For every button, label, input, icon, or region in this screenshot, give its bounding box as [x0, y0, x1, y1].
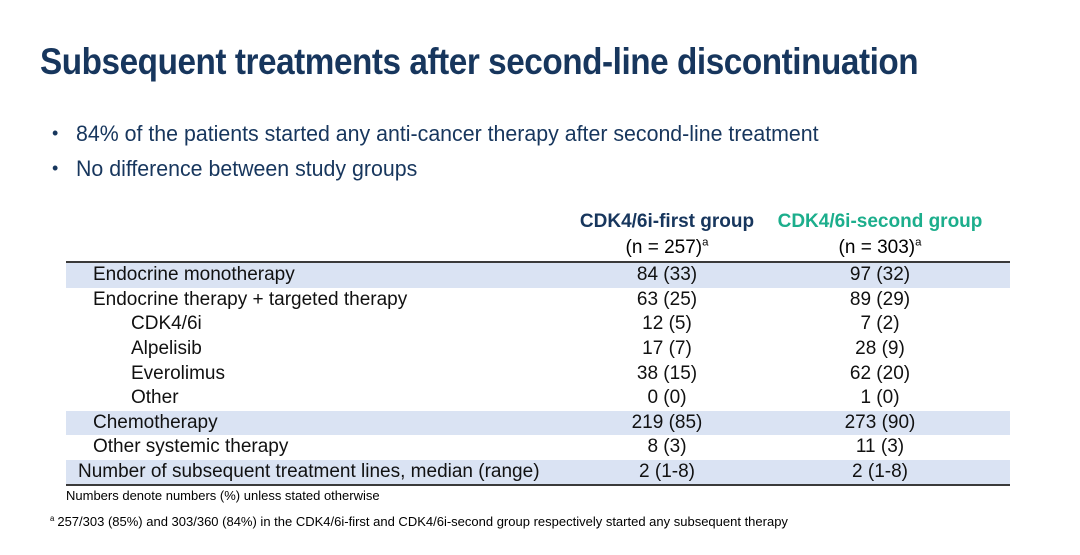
row-value-first-group: 84 (33) [636, 264, 698, 286]
row-value-second-group: 97 (32) [849, 264, 911, 286]
row-value-second-group: 7 (2) [860, 313, 900, 335]
row-value-second-group: 2 (1-8) [852, 461, 908, 483]
table-row: Other 0 (0) 1 (0) [66, 386, 1010, 411]
row-value-first-group: 12 (5) [642, 313, 692, 335]
subsequent-treatments-table: CDK4/6i-first group CDK4/6i-second group… [66, 208, 1010, 487]
row-value-second-group: 273 (90) [844, 411, 916, 433]
bullet-item: • No difference between study groups [52, 155, 842, 182]
n-value: (n = 303) [838, 237, 916, 258]
bullet-list: • 84% of the patients started any anti-c… [52, 120, 842, 190]
table-header-n: (n = 257)a (n = 303)a [66, 235, 1010, 261]
row-label: Number of subsequent treatment lines, me… [78, 461, 540, 483]
row-value-first-group: 8 (3) [647, 436, 687, 458]
row-value-first-group: 0 (0) [647, 387, 687, 409]
bullet-dot-icon: • [52, 123, 59, 143]
row-label: Endocrine monotherapy [93, 264, 295, 286]
table-row: Everolimus 38 (15) 62 (20) [66, 361, 1010, 386]
bullet-text: 84% of the patients started any anti-can… [76, 121, 819, 146]
row-value-second-group: 62 (20) [849, 362, 911, 384]
footnote-marker: a [702, 236, 709, 249]
row-value-first-group: 219 (85) [631, 411, 703, 433]
footnote-marker: a [915, 236, 922, 249]
row-value-first-group: 17 (7) [642, 338, 692, 360]
row-label: Chemotherapy [93, 411, 218, 433]
table-body: Endocrine monotherapy 84 (33) 97 (32) Endoc… [66, 261, 1010, 487]
header-first-group: CDK4/6i-first group [579, 210, 755, 232]
footnote-a-text: 257/303 (85%) and 303/360 (84%) in the C… [57, 514, 788, 529]
n-value: (n = 257) [625, 237, 703, 258]
table-row: Number of subsequent treatment lines, me… [66, 459, 1010, 485]
table-row: Endocrine therapy + targeted therapy 63 (… [66, 288, 1010, 313]
row-label: Endocrine therapy + targeted therapy [93, 288, 408, 310]
row-label: Alpelisib [131, 338, 202, 360]
bullet-item: • 84% of the patients started any anti-c… [52, 120, 842, 147]
page-title: Subsequent treatments after second-line … [40, 40, 919, 82]
row-label: Everolimus [131, 362, 225, 384]
table-row: Endocrine monotherapy 84 (33) 97 (32) [66, 263, 1010, 288]
row-value-first-group: 38 (15) [636, 362, 698, 384]
table-header-groups: CDK4/6i-first group CDK4/6i-second group [66, 208, 1010, 235]
table-row: Alpelisib 17 (7) 28 (9) [66, 337, 1010, 362]
row-value-second-group: 28 (9) [855, 338, 905, 360]
footnote-a: a 257/303 (85%) and 303/360 (84%) in the … [50, 514, 788, 529]
row-value-second-group: 89 (29) [849, 288, 911, 310]
row-label: Other [131, 387, 179, 409]
row-label: CDK4/6i [131, 313, 202, 335]
table-row: CDK4/6i 12 (5) 7 (2) [66, 312, 1010, 337]
bullet-text: No difference between study groups [76, 156, 418, 181]
footnote-marker: a [50, 513, 55, 523]
table-row: Other systemic therapy 8 (3) 11 (3) [66, 435, 1010, 460]
footnote-general: Numbers denote numbers (%) unless stated… [66, 488, 380, 503]
row-value-second-group: 11 (3) [855, 436, 905, 458]
table-row: Chemotherapy 219 (85) 273 (90) [66, 410, 1010, 436]
bullet-dot-icon: • [52, 158, 59, 178]
row-value-first-group: 2 (1-8) [639, 461, 695, 483]
header-second-group: CDK4/6i-second group [777, 210, 983, 232]
row-value-second-group: 1 (0) [860, 387, 900, 409]
row-label: Other systemic therapy [93, 436, 289, 458]
header-second-group-n: (n = 303)a [776, 237, 1010, 259]
header-first-group-n: (n = 257)a [558, 237, 776, 259]
row-value-first-group: 63 (25) [636, 288, 698, 310]
